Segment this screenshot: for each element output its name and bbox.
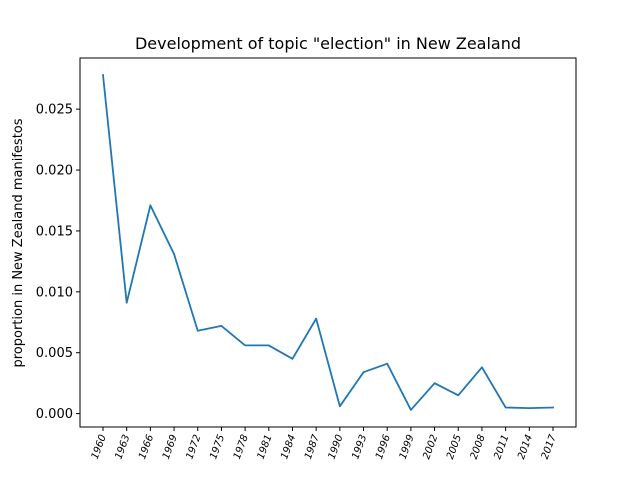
y-axis-label: proportion in New Zealand manifestos xyxy=(11,118,26,367)
y-tick-label: 0.015 xyxy=(36,224,73,239)
y-tick-label: 0.000 xyxy=(36,407,73,422)
y-tick-label: 0.005 xyxy=(36,346,73,361)
y-tick-label: 0.010 xyxy=(36,285,73,300)
chart-title: Development of topic "election" in New Z… xyxy=(135,34,521,53)
y-tick-label: 0.020 xyxy=(36,164,73,179)
y-tick-label: 0.025 xyxy=(36,103,73,118)
